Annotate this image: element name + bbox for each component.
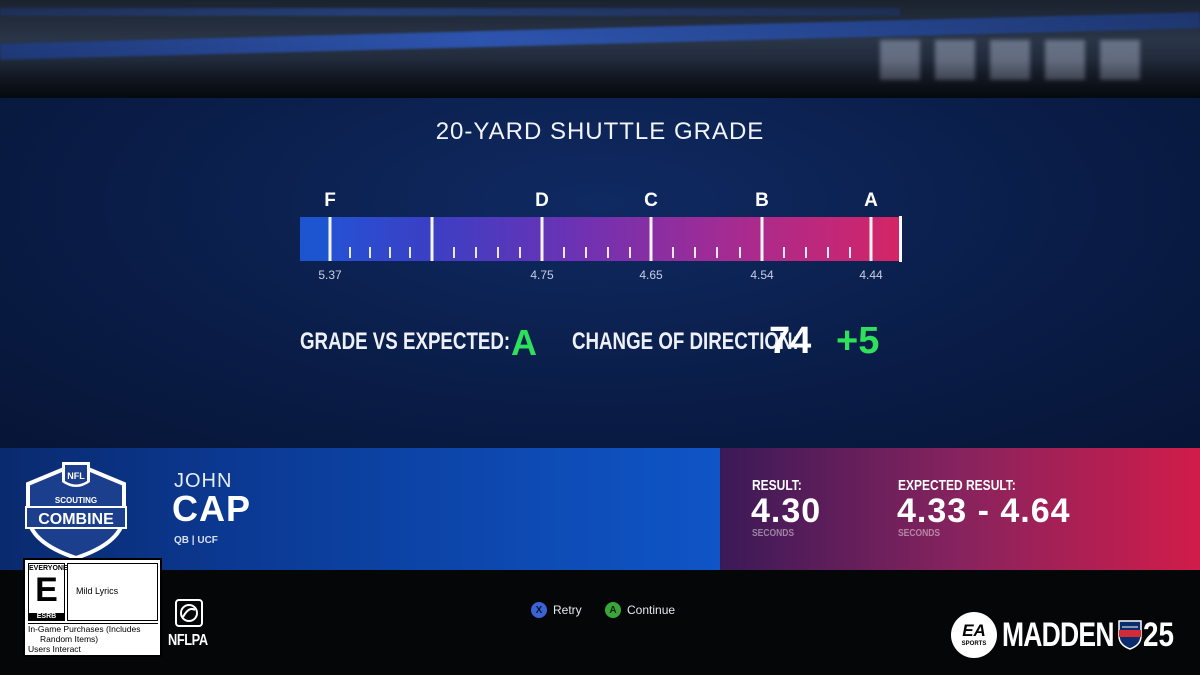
results-panel: RESULT: 4.30 SECONDS EXPECTED RESULT: 4.…	[720, 448, 1200, 570]
nfl-logo-text: NFL	[67, 471, 85, 481]
result-value: 4.30	[751, 492, 822, 530]
player-banner: NFL SCOUTING COMBINE JOHN CAP QB | UCF R…	[0, 448, 1200, 570]
esrb-brand: ESRB	[29, 613, 64, 620]
stadium-background	[0, 0, 1200, 100]
esrb-footer-line3: Users Interact	[28, 644, 81, 654]
ea-sports-logo: EA SPORTS	[951, 612, 997, 658]
nflpa-logo-text: NFLPA	[168, 632, 208, 649]
expected-result-value: 4.33 - 4.64	[897, 492, 1071, 530]
madden-number: 25	[1143, 616, 1175, 654]
player-first-name: JOHN	[174, 470, 233, 492]
threshold-a: 4.44	[859, 268, 883, 282]
madden-logo-text: MADDEN	[1002, 616, 1114, 654]
tick-f	[328, 217, 332, 261]
expected-result-unit: SECONDS	[898, 528, 941, 539]
grade-letter-a: A	[864, 190, 878, 211]
a-button-icon: A	[605, 602, 621, 618]
tick-b	[760, 217, 764, 261]
grade-letter-b: B	[755, 190, 769, 211]
ea-sports-text: SPORTS	[961, 641, 987, 647]
change-of-direction-label: CHANGE OF DIRECTION:	[572, 328, 799, 355]
grade-panel: 20-YARD SHUTTLE GRADE F D C B A	[0, 98, 1200, 448]
retry-prompt[interactable]: X Retry	[531, 601, 582, 619]
nflpa-logo-icon	[175, 599, 203, 627]
grade-scale-bar	[300, 216, 902, 262]
esrb-footer-line1: In-Game Purchases (Includes	[28, 624, 141, 634]
scouting-text: SCOUTING	[55, 496, 97, 505]
threshold-f: 5.37	[318, 268, 342, 282]
grade-letter-c: C	[644, 190, 658, 211]
grade-vs-expected-label: GRADE VS EXPECTED:	[300, 328, 511, 355]
continue-prompt[interactable]: A Continue	[605, 601, 675, 619]
tick-a	[869, 217, 873, 261]
scouting-combine-logo: NFL SCOUTING COMBINE	[25, 461, 127, 561]
esrb-footer: In-Game Purchases (Includes Random Items…	[28, 623, 158, 655]
esrb-footer-line2: Random Items)	[40, 634, 99, 644]
esrb-descriptor-box: Mild Lyrics	[67, 563, 158, 621]
ea-text: EA	[962, 621, 986, 640]
threshold-d: 4.75	[530, 268, 554, 282]
player-info-panel: NFL SCOUTING COMBINE JOHN CAP QB | UCF	[0, 448, 720, 570]
page-title: 20-YARD SHUTTLE GRADE	[435, 118, 765, 145]
grade-letters: F D C B A	[300, 190, 900, 214]
tick-mid	[430, 217, 434, 261]
esrb-rating-box: EVERYONE E ESRB	[28, 563, 68, 621]
player-last-name: CAP	[172, 488, 252, 529]
retry-label: Retry	[553, 603, 582, 617]
player-position-team: QB | UCF	[174, 535, 218, 546]
continue-label: Continue	[627, 603, 676, 617]
esrb-descriptor: Mild Lyrics	[76, 586, 119, 596]
result-unit: SECONDS	[752, 528, 795, 539]
result-marker	[899, 216, 902, 262]
combine-text: COMBINE	[38, 511, 114, 528]
grade-vs-expected-value: A	[511, 322, 537, 363]
result-label: RESULT:	[752, 477, 802, 494]
tick-c	[649, 217, 653, 261]
threshold-c: 4.65	[639, 268, 663, 282]
esrb-rating: EVERYONE E ESRB Mild Lyrics In-Game Purc…	[23, 558, 162, 657]
expected-result-label: EXPECTED RESULT:	[898, 477, 1016, 494]
grade-thresholds: 5.37 4.75 4.65 4.54 4.44	[300, 268, 900, 284]
grade-letter-d: D	[535, 190, 549, 211]
esrb-everyone: EVERYONE	[29, 565, 68, 572]
bottom-bar	[0, 570, 1200, 675]
nfl-shield-icon	[1118, 620, 1142, 650]
change-of-direction-bonus: +5	[836, 320, 880, 362]
tick-d	[540, 217, 544, 261]
esrb-e-icon: E	[35, 571, 58, 609]
grade-letter-f: F	[324, 190, 336, 211]
x-button-icon: X	[531, 602, 547, 618]
change-of-direction-value: 74	[769, 320, 812, 362]
threshold-b: 4.54	[750, 268, 774, 282]
